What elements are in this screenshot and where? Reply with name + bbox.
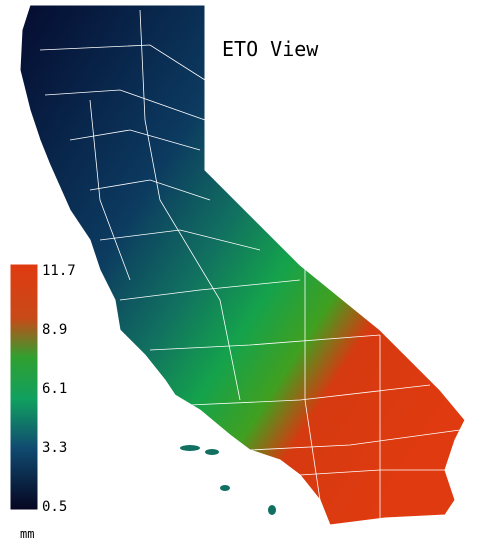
legend-tick-label: 3.3 — [42, 440, 67, 456]
legend-tick-label: 0.5 — [42, 499, 67, 515]
color-bar — [9, 263, 39, 511]
map-title: ETO View — [222, 37, 319, 61]
islands — [180, 445, 276, 515]
legend-unit: mm — [20, 527, 34, 541]
county-lines — [39, 9, 461, 518]
legend-tick-label: 6.1 — [42, 381, 67, 397]
legend-tick-label: 11.7 — [42, 263, 76, 279]
legend-tick-label: 8.9 — [42, 322, 67, 338]
state-shape — [19, 4, 466, 526]
